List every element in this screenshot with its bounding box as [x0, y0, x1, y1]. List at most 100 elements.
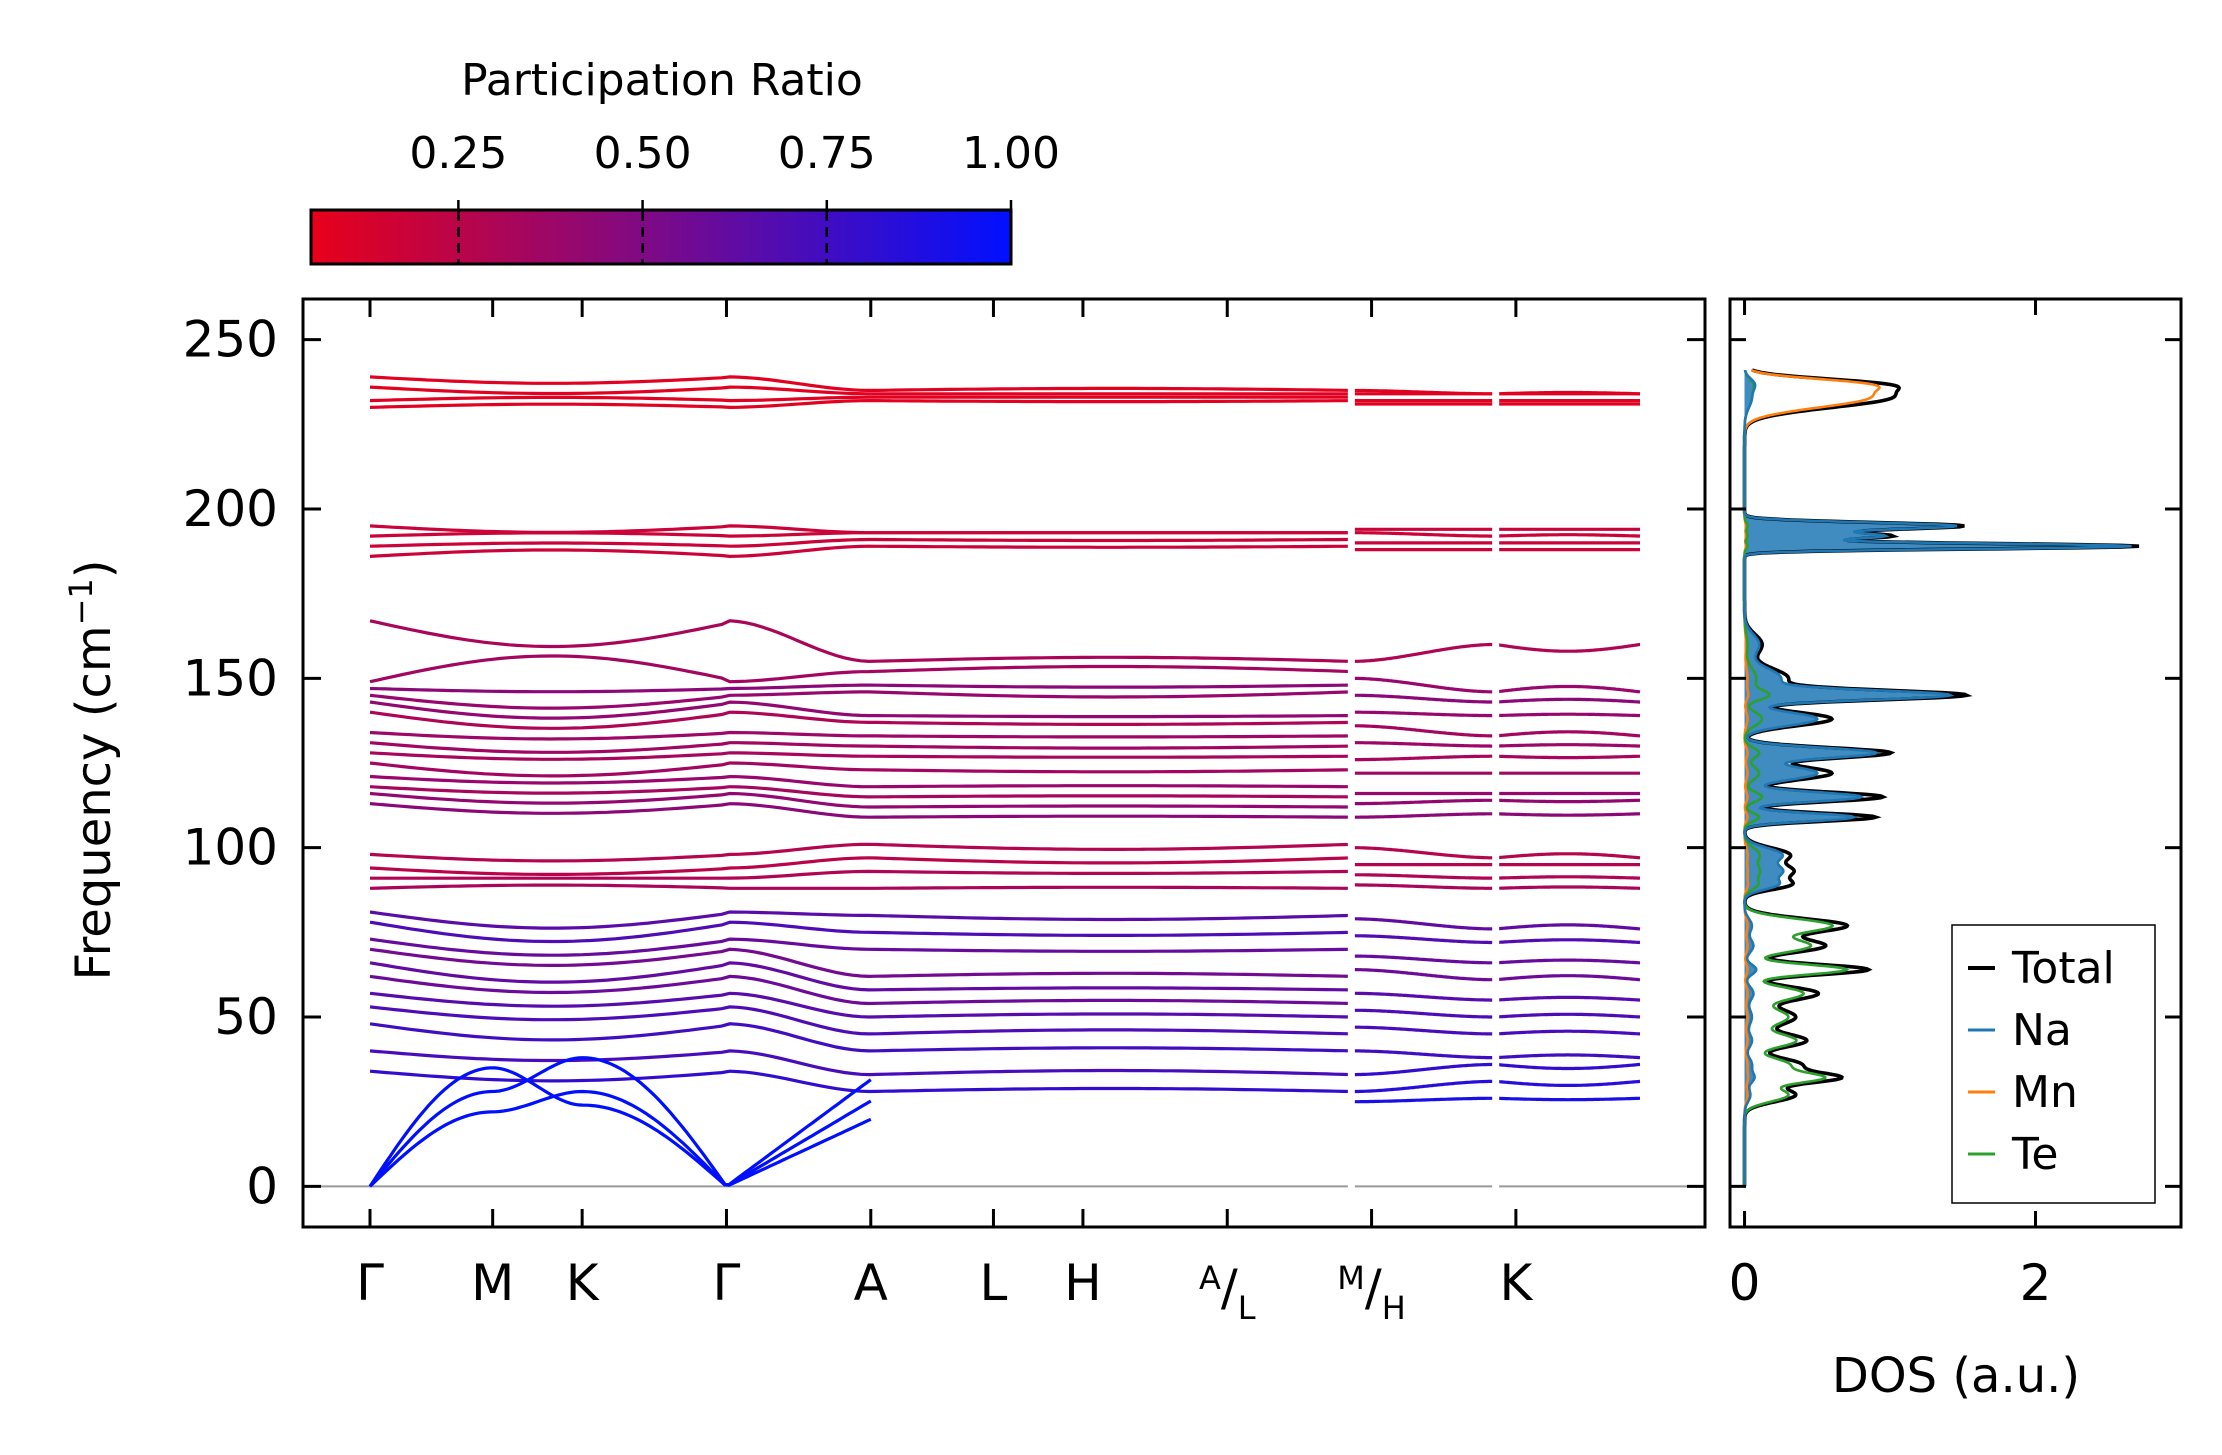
- phonon-band: [1351, 954, 1496, 965]
- frequency-axis-label: Frequency (cm−1): [62, 559, 122, 980]
- phonon-band: [1351, 968, 1496, 982]
- phonon-band: [1351, 1049, 1496, 1060]
- band-plot-frame: [301, 297, 1707, 1229]
- phonon-band: [369, 974, 1352, 1006]
- phonon-band: [1351, 754, 1496, 762]
- colorbar-tick-label: 0.50: [594, 128, 692, 179]
- phonon-band: [1495, 923, 1641, 931]
- phonon-band: [369, 937, 1352, 957]
- phonon-band: [369, 761, 1352, 778]
- dos-curves: [1742, 368, 2140, 1187]
- phonon-band: [1495, 684, 1641, 694]
- phonon-band: [369, 947, 1352, 979]
- phonon-band: [1495, 1079, 1641, 1087]
- high-symmetry-label: K: [566, 1254, 600, 1312]
- phonon-band: [1351, 934, 1496, 945]
- phonon-band: [1495, 974, 1641, 982]
- high-symmetry-label: Γ: [713, 1254, 741, 1312]
- phonon-band: [369, 683, 1352, 694]
- dos-tick-label: 0: [1729, 1254, 1761, 1312]
- phonon-band: [369, 399, 1352, 410]
- phonon-band: [369, 883, 1352, 890]
- high-symmetry-label: M: [471, 1254, 514, 1312]
- phonon-band: [368, 1056, 872, 1188]
- phonon-band: [369, 1049, 1352, 1077]
- phonon-band: [1495, 1062, 1641, 1071]
- phonon-band: [369, 375, 1352, 392]
- colorbar-tick-label: 0.25: [409, 128, 507, 179]
- phonon-band: [368, 1066, 872, 1188]
- colorbar-gradient: [309, 208, 1013, 266]
- high-symmetry-label: L: [980, 1254, 1008, 1312]
- phonon-band: [369, 741, 1352, 754]
- legend-label-mn: Mn: [2012, 1067, 2078, 1118]
- phonon-band: [369, 531, 1352, 538]
- high-symmetry-label: K: [1499, 1254, 1533, 1312]
- phonon-band: [1351, 991, 1496, 1002]
- phonon-band: [1351, 873, 1496, 880]
- high-symmetry-label: H: [1064, 1254, 1102, 1312]
- phonon-band: [1495, 798, 1640, 804]
- phonon-band: [1495, 1096, 1640, 1102]
- phonon-band: [369, 537, 1352, 548]
- phonon-band: [1351, 1025, 1496, 1036]
- phonon-band: [370, 869, 1352, 880]
- phonon-band: [1495, 1053, 1641, 1060]
- high-symmetry-label: A: [854, 1254, 888, 1312]
- colorbar-ticks: [457, 200, 1013, 263]
- legend-label-total: Total: [2011, 943, 2115, 994]
- frequency-tick-label: 100: [183, 819, 278, 877]
- phonon-band: [369, 700, 1352, 720]
- phonon-band: [1351, 1062, 1496, 1077]
- high-symmetry-label: A/L: [1199, 1259, 1256, 1327]
- phonon-band: [369, 910, 1352, 930]
- phonon-band: [1495, 697, 1640, 704]
- phonon-band: [1351, 1008, 1496, 1019]
- dos-curve-na: [1743, 369, 2132, 1187]
- phonon-band: [1495, 852, 1641, 860]
- phonon-band: [1495, 1029, 1640, 1036]
- phonon-band: [1351, 710, 1496, 718]
- phonon-band: [1351, 798, 1496, 806]
- phonon-band: [369, 544, 1352, 559]
- phonon-band: [369, 991, 1352, 1019]
- phonon-band: [369, 395, 1352, 403]
- phonon-band: [369, 730, 1352, 741]
- phonon-band: [1495, 754, 1641, 760]
- phonon-band: [369, 774, 1352, 789]
- phonon-band: [1351, 1079, 1496, 1094]
- phonon-band: [1495, 995, 1641, 1002]
- frequency-tick-labels: 0 50 100 150 200 250: [183, 311, 278, 1216]
- phonon-band: [1351, 883, 1496, 890]
- dos-plot-frame: [1728, 297, 2183, 1229]
- phonon-band: [1495, 730, 1641, 738]
- phonon-band: [1495, 938, 1641, 945]
- colorbar-title: Participation Ratio: [461, 55, 863, 106]
- frequency-tick-label: 50: [214, 988, 278, 1046]
- phonon-band: [369, 802, 1352, 819]
- phonon-band: [369, 690, 1352, 710]
- phonon-band: [369, 654, 1352, 684]
- phonon-band: [369, 785, 1352, 799]
- phonon-band: [369, 842, 1352, 863]
- legend-label-te: Te: [2011, 1129, 2058, 1180]
- phonon-band: [369, 920, 1352, 944]
- frequency-tick-label: 0: [246, 1157, 278, 1215]
- phonon-band: [1495, 875, 1641, 880]
- frequency-tick-label: 150: [183, 649, 278, 707]
- high-symmetry-label: M/H: [1337, 1259, 1406, 1327]
- frequency-tick-label: 250: [183, 311, 278, 369]
- colorbar-tick-label: 0.75: [778, 128, 876, 179]
- phonon-band: [1351, 724, 1496, 738]
- phonon-band: [369, 791, 1352, 809]
- phonon-band: [1351, 642, 1496, 663]
- phonon-band: [369, 385, 1352, 396]
- legend-label-na: Na: [2012, 1005, 2072, 1056]
- phonon-band: [1351, 531, 1496, 538]
- phonon-band: [1495, 812, 1640, 817]
- phonon-band: [369, 1022, 1352, 1053]
